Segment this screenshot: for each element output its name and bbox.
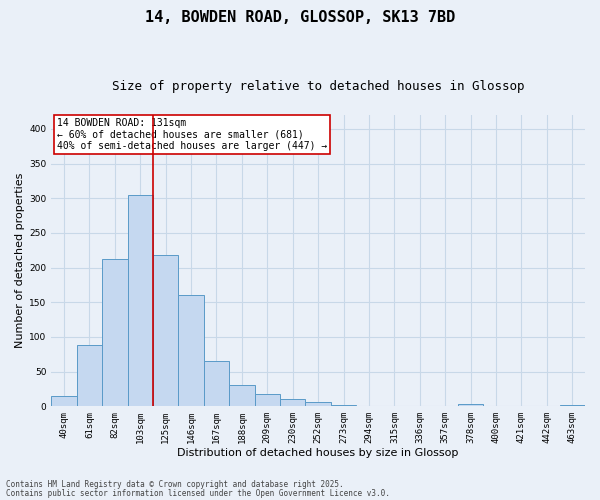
Bar (77, 345, 102, 406)
Bar (331, 405, 356, 406)
Bar (128, 194, 153, 406)
Bar (204, 361, 229, 406)
Bar (254, 394, 280, 406)
Bar (458, 404, 484, 406)
Bar (229, 386, 254, 406)
Title: Size of property relative to detached houses in Glossop: Size of property relative to detached ho… (112, 80, 524, 93)
Y-axis label: Number of detached properties: Number of detached properties (15, 173, 25, 348)
Bar (51, 396, 77, 406)
Text: 14 BOWDEN ROAD: 131sqm
← 60% of detached houses are smaller (681)
40% of semi-de: 14 BOWDEN ROAD: 131sqm ← 60% of detached… (56, 118, 327, 151)
Bar (178, 296, 204, 406)
Bar (560, 405, 585, 406)
Bar (305, 402, 331, 406)
X-axis label: Distribution of detached houses by size in Glossop: Distribution of detached houses by size … (178, 448, 459, 458)
Text: Contains HM Land Registry data © Crown copyright and database right 2025.: Contains HM Land Registry data © Crown c… (6, 480, 344, 489)
Text: Contains public sector information licensed under the Open Government Licence v3: Contains public sector information licen… (6, 488, 390, 498)
Bar (102, 258, 128, 406)
Bar (153, 255, 178, 406)
Bar (280, 400, 305, 406)
Text: 14, BOWDEN ROAD, GLOSSOP, SK13 7BD: 14, BOWDEN ROAD, GLOSSOP, SK13 7BD (145, 10, 455, 25)
